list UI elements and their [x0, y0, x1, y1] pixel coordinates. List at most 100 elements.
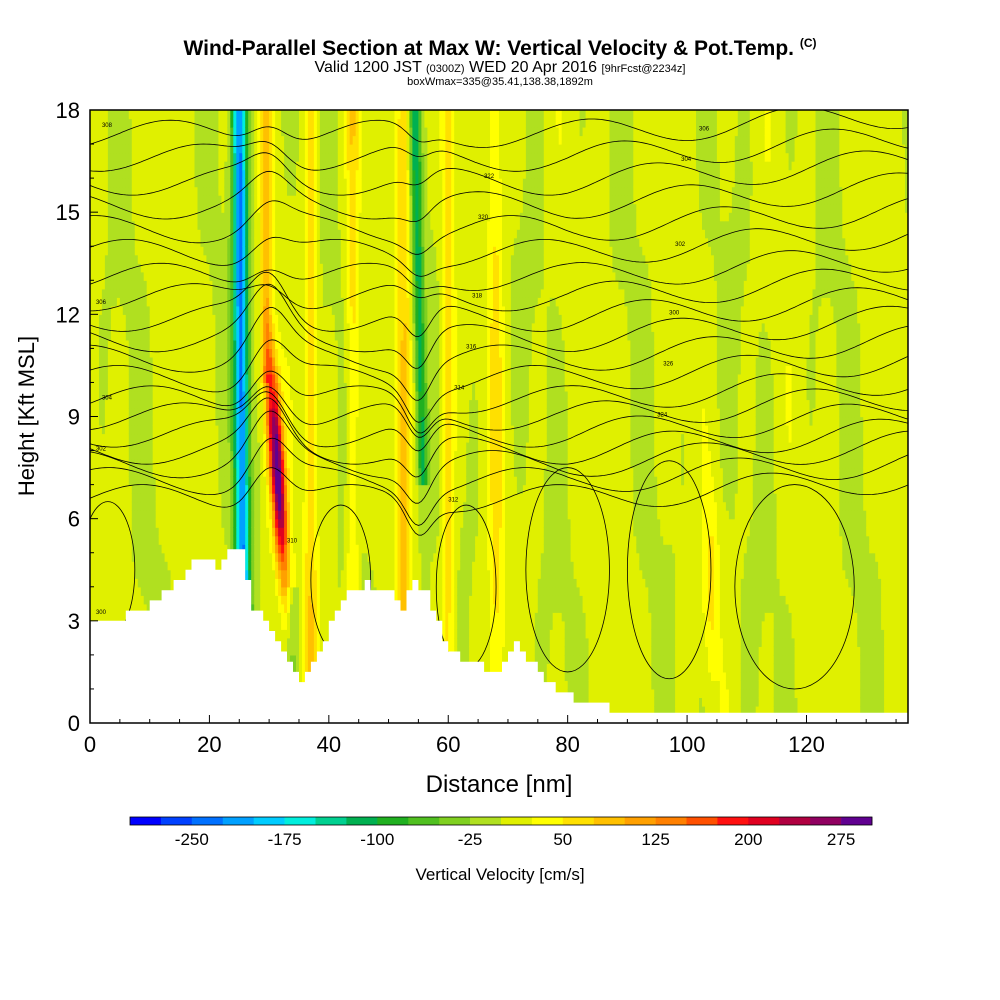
- velocity-cell: [218, 365, 222, 375]
- velocity-cell: [176, 544, 181, 554]
- velocity-cell: [230, 263, 234, 273]
- velocity-cell: [110, 169, 115, 179]
- velocity-cell: [251, 408, 255, 418]
- velocity-cell: [188, 254, 193, 264]
- velocity-cell: [161, 263, 166, 273]
- velocity-cell: [194, 442, 199, 452]
- velocity-cell: [149, 254, 154, 264]
- velocity-cell: [212, 254, 216, 264]
- velocity-cell: [230, 127, 234, 137]
- velocity-cell: [197, 484, 202, 494]
- velocity-cell: [143, 433, 148, 443]
- velocity-cell: [257, 552, 261, 562]
- velocity-cell: [245, 442, 249, 452]
- velocity-cell: [239, 186, 243, 196]
- velocity-cell: [93, 161, 97, 171]
- velocity-cell: [116, 246, 121, 256]
- velocity-cell: [167, 391, 172, 401]
- velocity-cell: [176, 118, 181, 128]
- velocity-cell: [146, 254, 151, 264]
- velocity-cell: [128, 203, 133, 213]
- velocity-cell: [257, 569, 261, 579]
- velocity-cell: [119, 493, 124, 503]
- velocity-cell: [254, 603, 258, 613]
- velocity-cell: [176, 220, 181, 230]
- velocity-cell: [131, 212, 136, 222]
- velocity-cell: [119, 612, 124, 622]
- velocity-cell: [101, 348, 106, 358]
- velocity-cell: [152, 203, 157, 213]
- velocity-cell: [101, 612, 106, 622]
- velocity-cell: [176, 425, 181, 435]
- velocity-cell: [116, 297, 121, 307]
- velocity-cell: [116, 586, 121, 596]
- velocity-cell: [158, 195, 163, 205]
- velocity-cell: [152, 442, 157, 452]
- velocity-cell: [140, 348, 145, 358]
- velocity-cell: [93, 501, 97, 511]
- velocity-cell: [99, 212, 103, 222]
- velocity-cell: [113, 203, 118, 213]
- velocity-cell: [161, 408, 166, 418]
- velocity-cell: [152, 561, 157, 571]
- velocity-cell: [176, 127, 181, 137]
- velocity-cell: [101, 305, 106, 315]
- velocity-cell: [146, 586, 151, 596]
- velocity-cell: [125, 263, 130, 273]
- velocity-cell: [218, 425, 222, 435]
- velocity-cell: [200, 382, 205, 392]
- velocity-cell: [93, 450, 97, 460]
- velocity-cell: [164, 271, 169, 281]
- velocity-cell: [218, 552, 222, 562]
- velocity-cell: [230, 186, 234, 196]
- velocity-cell: [227, 135, 231, 145]
- velocity-cell: [152, 331, 157, 341]
- velocity-cell: [155, 348, 160, 358]
- velocity-cell: [230, 203, 234, 213]
- velocity-cell: [90, 331, 94, 341]
- velocity-cell: [125, 569, 130, 579]
- velocity-cell: [101, 425, 106, 435]
- velocity-cell: [90, 203, 94, 213]
- velocity-cell: [128, 510, 133, 520]
- velocity-cell: [233, 254, 237, 264]
- velocity-cell: [179, 408, 184, 418]
- velocity-cell: [245, 552, 249, 562]
- velocity-cell: [197, 518, 202, 528]
- velocity-cell: [242, 186, 246, 196]
- velocity-cell: [197, 416, 202, 426]
- velocity-cell: [101, 203, 106, 213]
- velocity-cell: [101, 169, 106, 179]
- velocity-cell: [96, 561, 100, 571]
- velocity-cell: [107, 612, 112, 622]
- velocity-cell: [233, 186, 237, 196]
- velocity-cell: [170, 544, 175, 554]
- velocity-cell: [254, 552, 258, 562]
- velocity-cell: [215, 297, 219, 307]
- velocity-cell: [146, 314, 151, 324]
- velocity-cell: [90, 459, 94, 469]
- velocity-cell: [191, 144, 196, 154]
- velocity-cell: [110, 314, 115, 324]
- velocity-cell: [143, 373, 148, 384]
- velocity-cell: [224, 314, 228, 324]
- velocity-cell: [161, 484, 166, 494]
- velocity-cell: [113, 152, 118, 162]
- velocity-cell: [221, 399, 225, 409]
- velocity-cell: [233, 314, 237, 324]
- velocity-cell: [233, 263, 237, 273]
- velocity-cell: [185, 467, 190, 477]
- velocity-cell: [248, 220, 252, 230]
- velocity-cell: [200, 110, 205, 120]
- velocity-cell: [215, 288, 219, 298]
- velocity-cell: [125, 552, 130, 562]
- velocity-cell: [185, 288, 190, 298]
- velocity-cell: [113, 263, 118, 273]
- velocity-cell: [167, 220, 172, 230]
- velocity-cell: [99, 144, 103, 154]
- velocity-cell: [140, 144, 145, 154]
- velocity-cell: [110, 399, 115, 409]
- velocity-cell: [149, 391, 154, 401]
- velocity-cell: [245, 433, 249, 443]
- velocity-cell: [206, 118, 210, 128]
